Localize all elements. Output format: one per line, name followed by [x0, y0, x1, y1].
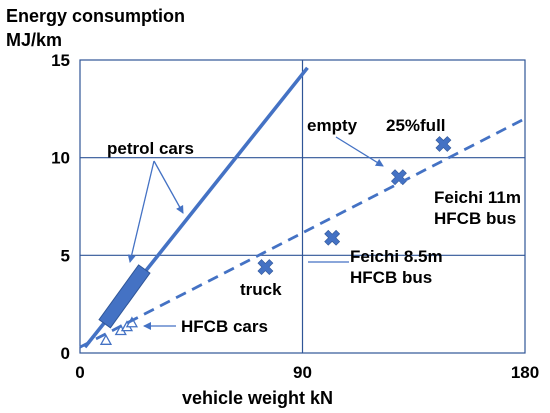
label-empty: empty: [307, 116, 358, 135]
arrow-petrol-to-bar: [127, 160, 155, 263]
hfcb-car-point: [99, 333, 113, 345]
y-tick-label: 5: [61, 246, 70, 265]
dashed-trend-line: [79, 117, 526, 349]
y-tick-label: 0: [61, 344, 70, 363]
label-truck: truck: [240, 280, 282, 299]
truck-point: [257, 259, 274, 275]
arrow-empty-to-point: [335, 136, 384, 167]
feichi-8-5m-hfcb-bus-point: [324, 229, 341, 246]
label-feichi-11m-line1: Feichi 11m: [434, 188, 521, 207]
25-full-point: [435, 136, 452, 152]
label-feichi-8-5m-line2: HFCB bus: [350, 268, 432, 287]
label-petrol-cars: petrol cars: [107, 139, 194, 158]
y-tick-labels: 0 5 10 15: [51, 51, 70, 363]
arrow-petrol-to-line: [153, 160, 184, 214]
y-axis-label: MJ/km: [6, 30, 62, 50]
label-hfcb-cars: HFCB cars: [181, 317, 268, 336]
x-axis-label: vehicle weight kN: [182, 388, 333, 408]
empty-point: [390, 169, 407, 186]
x-tick-label: 180: [511, 363, 539, 382]
data-marks: [79, 66, 526, 349]
y-tick-label: 15: [51, 51, 70, 70]
annotation-arrows: [127, 136, 384, 330]
x-tick-label: 0: [75, 363, 84, 382]
label-feichi-8-5m-line1: Feichi 8.5m: [350, 247, 443, 266]
x-tick-label: 90: [293, 363, 312, 382]
label-25-full: 25%full: [386, 116, 446, 135]
chart-title: Energy consumption: [6, 6, 185, 26]
petrol-cars-range-bar: [98, 264, 151, 329]
y-tick-label: 10: [51, 149, 70, 168]
x-tick-labels: 0 90 180: [75, 363, 539, 382]
label-feichi-11m-line2: HFCB bus: [434, 209, 516, 228]
